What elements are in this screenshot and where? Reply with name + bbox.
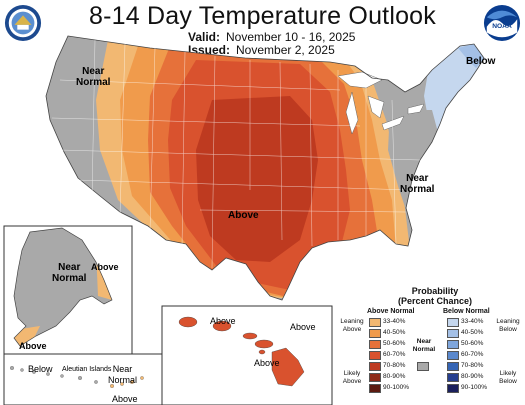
legend-below-range: 40-50% — [461, 328, 484, 336]
aleutian-islands — [10, 366, 144, 388]
svg-text:NOAA: NOAA — [492, 23, 512, 30]
legend-below-range: 90-100% — [461, 383, 488, 391]
legend-above-swatch — [369, 329, 381, 338]
legend-below-swatch — [447, 329, 459, 338]
legend-above-range: 80-90% — [383, 372, 406, 380]
label-alaska-above-east: Above — [91, 262, 119, 272]
valid-value: November 10 - 16, 2025 — [226, 30, 356, 44]
legend-below-range: 80-90% — [461, 372, 484, 380]
label-hawaii-above-2: Above — [290, 322, 316, 332]
valid-line: Valid: November 10 - 16, 2025 — [188, 30, 355, 44]
legend-below-swatch — [447, 351, 459, 360]
hawaii-islands — [178, 316, 305, 387]
page-title: 8-14 Day Temperature Outlook — [89, 2, 436, 30]
state-borders — [51, 39, 421, 269]
legend-below-swatch — [447, 384, 459, 393]
label-northeast-below: Below — [466, 56, 496, 67]
label-west-near-normal: Near Normal — [76, 66, 110, 88]
label-alaska-near-normal: Near Normal — [52, 262, 87, 284]
legend-above-range: 50-60% — [383, 339, 406, 347]
legend-below-range: 70-80% — [461, 361, 484, 369]
issued-line: Issued: November 2, 2025 — [188, 43, 335, 57]
doc-seal-icon — [4, 4, 42, 42]
legend-above-range: 90-100% — [383, 383, 410, 391]
legend-above-range: 40-50% — [383, 328, 406, 336]
legend-above-swatch — [369, 373, 381, 382]
legend-near-swatch — [417, 362, 429, 371]
legend-above-range: 70-80% — [383, 361, 406, 369]
label-central-above: Above — [228, 210, 259, 221]
aleutian-inset — [3, 353, 163, 405]
legend-below-range: 60-70% — [461, 350, 484, 358]
legend-above-swatch — [369, 362, 381, 371]
legend-near-heading: Near Normal — [412, 338, 436, 353]
legend-below-range: 50-60% — [461, 339, 484, 347]
label-alaska-below: Below — [28, 364, 53, 374]
label-alaska-above-south: Above — [19, 341, 47, 351]
label-aleutian-islands: Aleutian Islands — [62, 366, 112, 373]
legend-below-swatch — [447, 340, 459, 349]
legend-above-swatch — [369, 384, 381, 393]
legend-above-range: 60-70% — [383, 350, 406, 358]
legend-below-range: 33-40% — [461, 317, 484, 325]
noaa-logo-icon: NOAA — [483, 4, 521, 42]
label-west-line1: Near Normal — [76, 66, 111, 88]
label-aleutian-above: Above — [112, 394, 138, 404]
legend-title: Probability (Percent Chance) — [397, 286, 473, 306]
label-hawaii-above-3: Above — [254, 358, 280, 368]
probability-legend: Probability (Percent Chance) Above Norma… — [335, 286, 525, 405]
legend-leaning-below: Leaning Below — [496, 318, 520, 333]
legend-above-range: 33-40% — [383, 317, 406, 325]
legend-below-swatch — [447, 318, 459, 327]
issued-value: November 2, 2025 — [236, 43, 335, 57]
legend-leaning-above: Leaning Above — [340, 318, 364, 333]
legend-below-heading: Below Normal — [443, 308, 490, 315]
label-hawaii-above-1: Above — [210, 316, 236, 326]
legend-likely-below: Likely Below — [499, 370, 517, 385]
legend-above-swatch — [369, 318, 381, 327]
label-aleutian-near-normal: Near Normal — [108, 364, 138, 385]
legend-below-swatch — [447, 373, 459, 382]
legend-above-swatch — [369, 351, 381, 360]
legend-above-swatch — [369, 340, 381, 349]
legend-likely-above: Likely Above — [342, 370, 362, 385]
valid-label: Valid: — [188, 30, 221, 44]
legend-above-heading: Above Normal — [367, 308, 415, 315]
legend-below-swatch — [447, 362, 459, 371]
label-southeast-near-normal: Near Normal — [400, 173, 435, 195]
